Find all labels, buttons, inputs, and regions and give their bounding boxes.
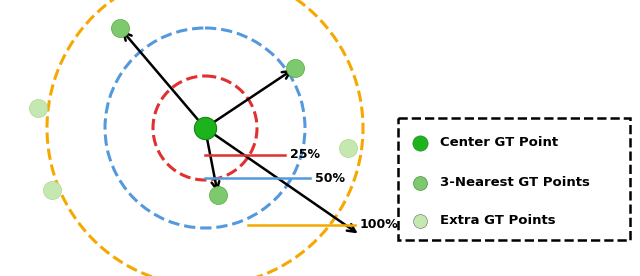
Bar bbox=[398, 118, 630, 240]
Text: 100%: 100% bbox=[360, 219, 399, 232]
Text: Extra GT Points: Extra GT Points bbox=[440, 214, 556, 227]
Text: Center GT Point: Center GT Point bbox=[440, 137, 558, 150]
Text: 25%: 25% bbox=[290, 148, 320, 161]
Text: 3-Nearest GT Points: 3-Nearest GT Points bbox=[440, 176, 590, 190]
Text: 50%: 50% bbox=[315, 171, 345, 184]
